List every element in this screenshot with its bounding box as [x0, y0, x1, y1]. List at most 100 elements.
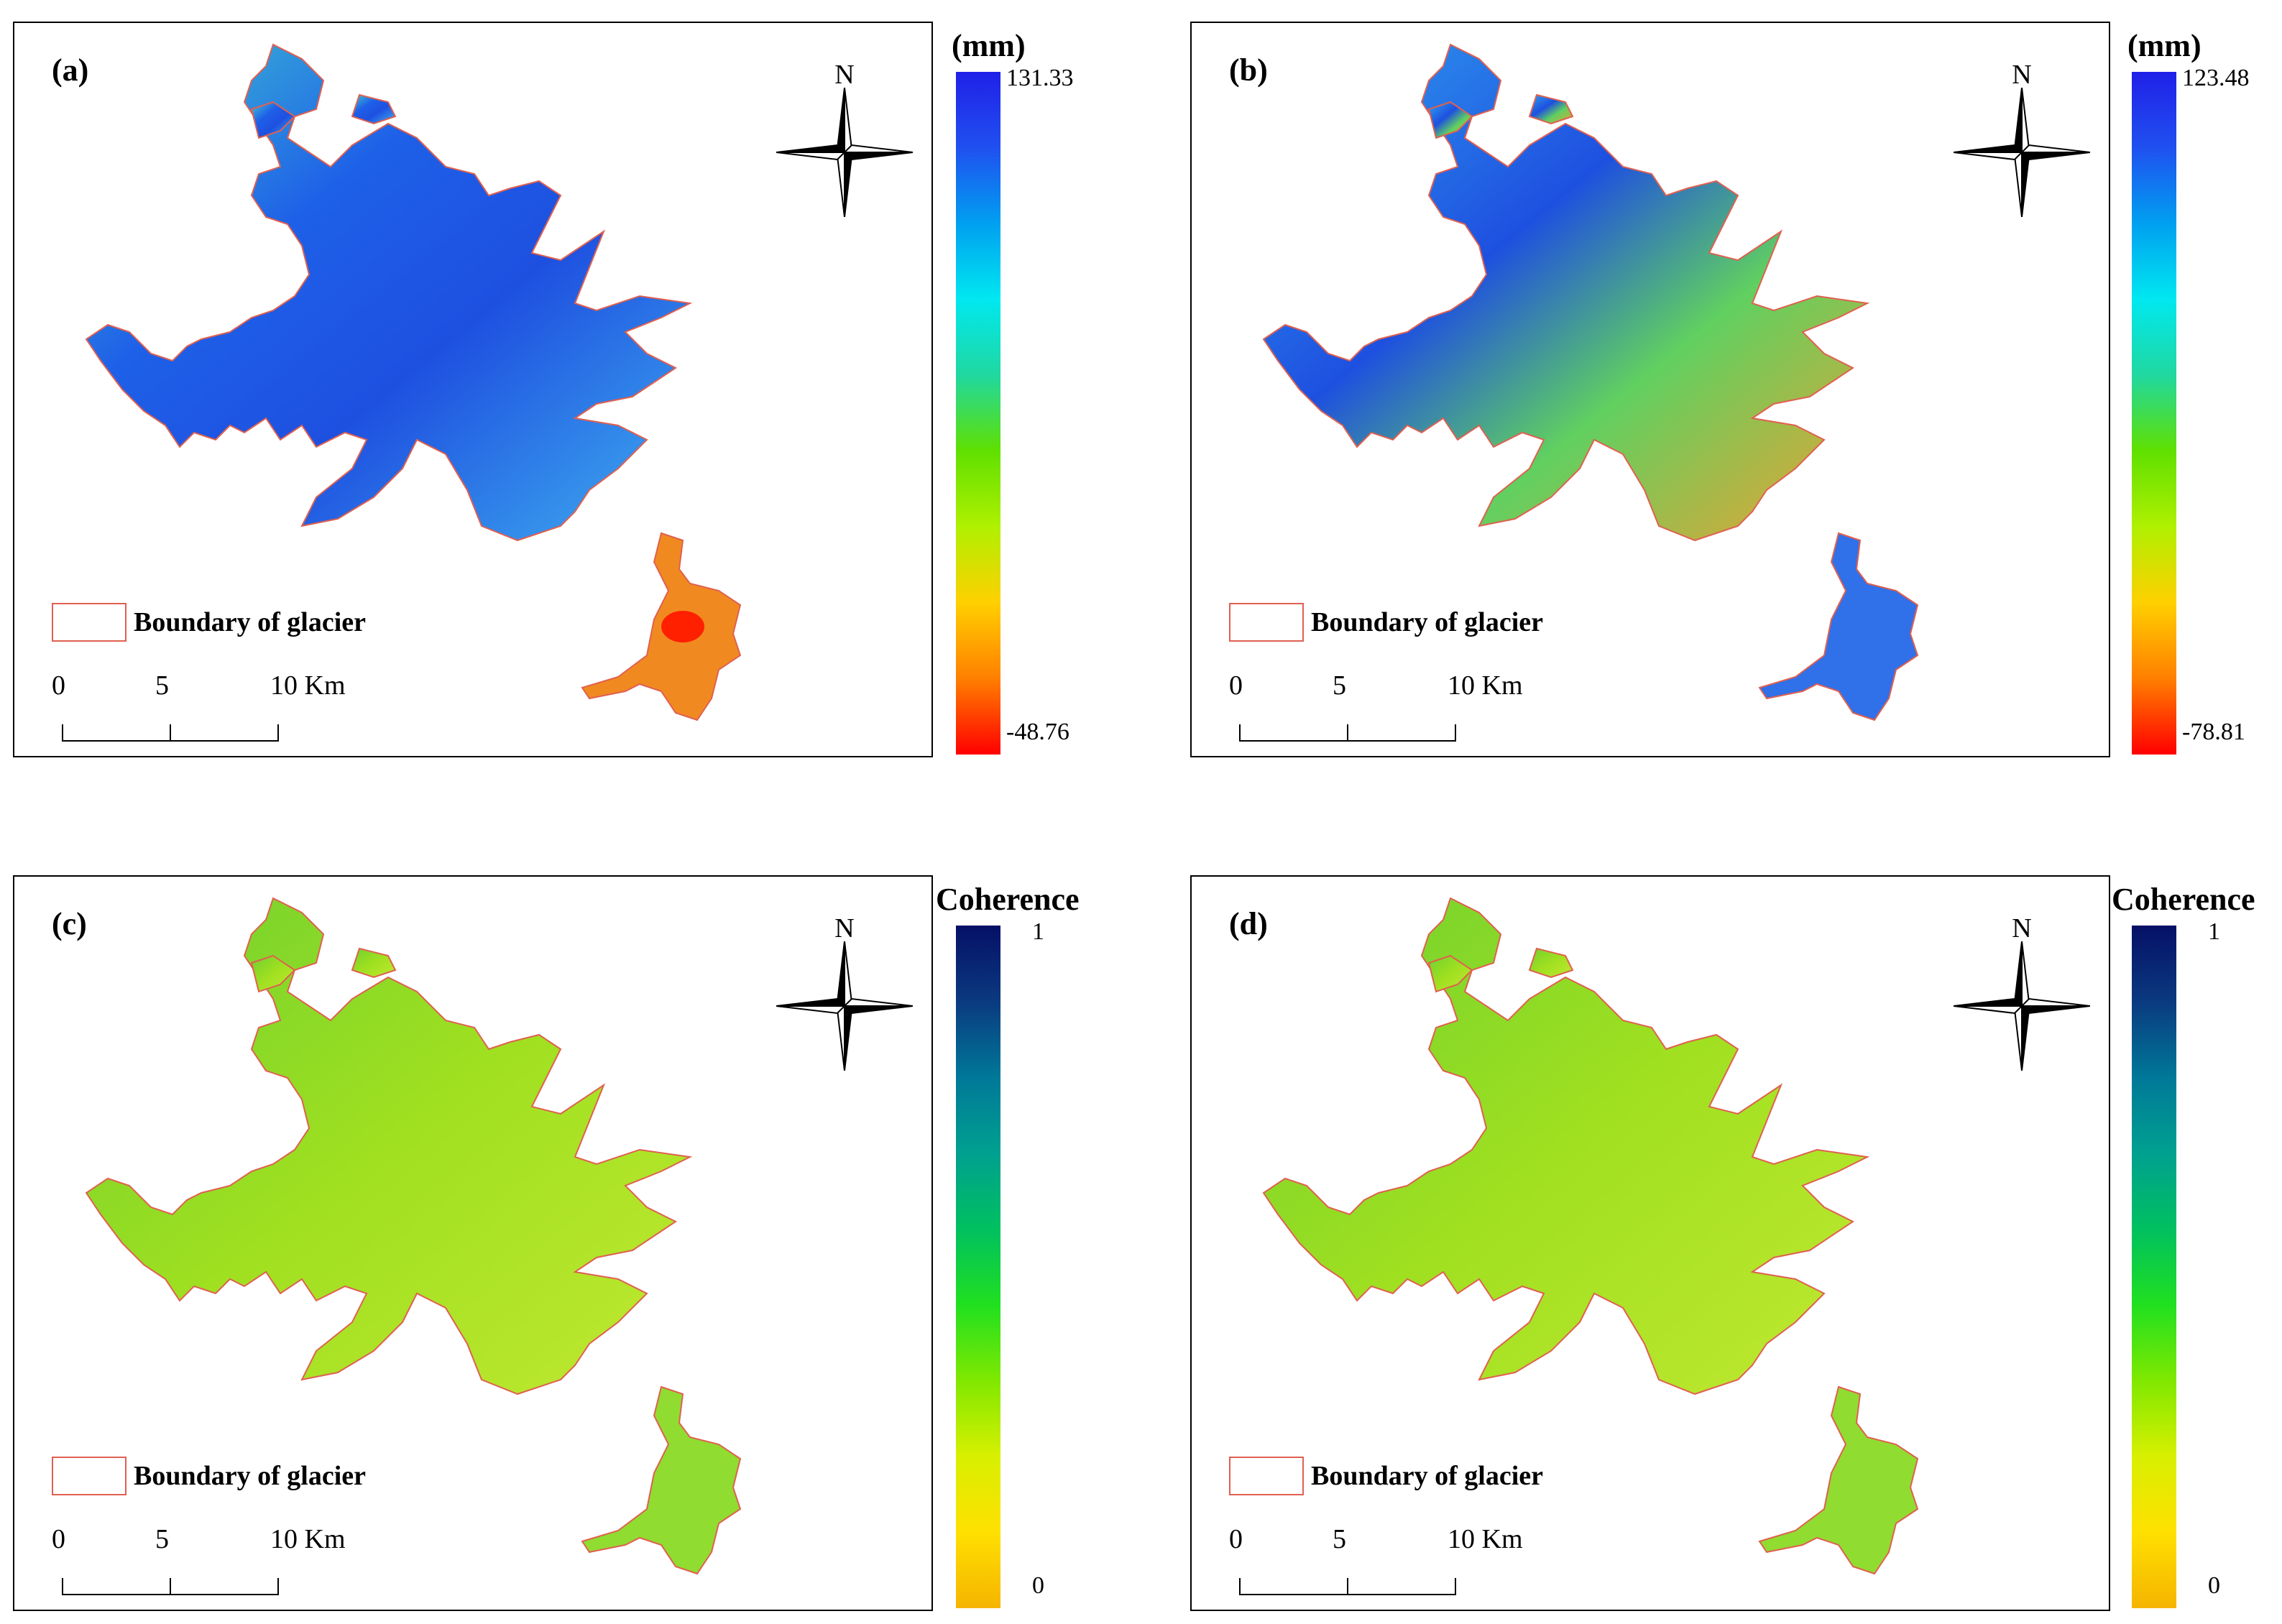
- scale-tick: [277, 724, 279, 742]
- colorbar-min-label: -78.81: [2182, 719, 2245, 745]
- scale-tick: [1455, 1578, 1456, 1595]
- map-panel-d: (d) N Boundary of glacier 0 5 10 Km: [1190, 875, 2110, 1611]
- colorbar-ramp: [2132, 926, 2176, 1608]
- compass-rose-icon: [776, 941, 913, 1071]
- boundary-legend: Boundary of glacier: [1229, 601, 1543, 644]
- north-label: N: [834, 913, 855, 944]
- glacier-map: [85, 897, 742, 1575]
- scale-tick-label: 10 Km: [1448, 1524, 1523, 1554]
- scale-tick-label: 0: [52, 1524, 65, 1554]
- scale-bar: 0 5 10 Km: [1229, 670, 1531, 749]
- boundary-label: Boundary of glacier: [1311, 1461, 1543, 1491]
- map-panel-c: (c) N Boundary of glacier 0 5 10 Km: [13, 875, 933, 1611]
- scale-line: [1239, 1594, 1455, 1595]
- scale-tick-label: 10 Km: [270, 670, 346, 701]
- scale-tick: [1347, 724, 1348, 742]
- glacier-main-body: [1262, 43, 1870, 542]
- glacier-north-lobe: [1528, 947, 1574, 979]
- scale-tick-label: 0: [1229, 1524, 1243, 1554]
- boundary-label: Boundary of glacier: [134, 607, 366, 637]
- glacier-north-tongue: [250, 954, 296, 993]
- compass-rose-icon: [1954, 88, 2090, 217]
- scale-tick-label: 0: [1229, 670, 1243, 701]
- scale-tick-label: 0: [52, 670, 65, 701]
- boundary-legend: Boundary of glacier: [1229, 1454, 1543, 1498]
- map-panel-b: (b) N Boundary of glacier 0 5 10 Km: [1190, 22, 2110, 757]
- boundary-legend: Boundary of glacier: [52, 1454, 366, 1498]
- scale-tick-label: 5: [155, 670, 169, 701]
- compass-rose-icon: [1954, 941, 2090, 1071]
- north-arrow: N: [776, 59, 913, 224]
- scale-tick: [170, 1578, 171, 1595]
- boundary-swatch: [52, 603, 126, 642]
- colorbar-title: (mm): [2127, 28, 2202, 63]
- glacier-map: [1262, 897, 1919, 1575]
- scale-tick: [1455, 724, 1456, 742]
- panel-label: (a): [52, 52, 89, 88]
- compass-rose-icon: [776, 88, 913, 217]
- colorbar-title: Coherence: [2112, 882, 2255, 917]
- scale-tick-label: 5: [155, 1524, 169, 1554]
- glacier-north-lobe: [351, 93, 397, 125]
- glacier-satellite: [581, 1385, 742, 1575]
- scale-line: [62, 740, 277, 742]
- colorbar-min-label: 0: [1032, 1572, 1044, 1599]
- scale-tick: [277, 1578, 279, 1595]
- scale-tick: [62, 724, 63, 742]
- boundary-label: Boundary of glacier: [134, 1461, 366, 1491]
- colorbar-max-label: 1: [1032, 918, 1044, 945]
- colorbar-max-label: 123.48: [2182, 65, 2250, 91]
- scale-tick: [1347, 1578, 1348, 1595]
- scale-bar: 0 5 10 Km: [52, 1523, 354, 1602]
- north-arrow: N: [776, 913, 913, 1078]
- colorbar-title: Coherence: [936, 882, 1080, 917]
- glacier-north-tongue: [1427, 954, 1473, 993]
- glacier-north-tongue: [1427, 101, 1473, 139]
- scale-line: [1239, 740, 1455, 742]
- scale-tick-label: 5: [1333, 1524, 1346, 1554]
- scale-tick-label: 10 Km: [270, 1524, 346, 1554]
- scale-line: [62, 1594, 277, 1595]
- panel-label: (b): [1229, 52, 1268, 88]
- scale-tick: [1239, 1578, 1241, 1595]
- scale-tick-label: 5: [1333, 670, 1346, 701]
- north-label: N: [2012, 913, 2032, 944]
- glacier-main-body: [85, 897, 693, 1395]
- colorbar-max-label: 131.33: [1006, 65, 1074, 91]
- panel-label: (d): [1229, 906, 1268, 941]
- glacier-map: [85, 43, 742, 721]
- scale-tick: [62, 1578, 63, 1595]
- north-arrow: N: [1954, 913, 2090, 1078]
- scale-bar: 0 5 10 Km: [52, 670, 354, 749]
- colorbar-ramp: [956, 72, 1000, 755]
- scale-tick: [1239, 724, 1241, 742]
- colorbar-max-label: 1: [2208, 918, 2220, 945]
- scale-tick-label: 10 Km: [1448, 670, 1523, 701]
- north-label: N: [834, 60, 855, 90]
- glacier-satellite: [1758, 532, 1919, 721]
- colorbar-min-label: 0: [2208, 1572, 2220, 1599]
- glacier-north-tongue: [250, 101, 296, 139]
- scale-tick: [170, 724, 171, 742]
- colorbar-ramp: [956, 926, 1000, 1608]
- glacier-main-body: [85, 43, 693, 542]
- colorbar-title: (mm): [952, 28, 1026, 63]
- colorbar-ramp: [2132, 72, 2176, 755]
- glacier-north-lobe: [1528, 93, 1574, 125]
- glacier-satellite: [1758, 1385, 1919, 1575]
- boundary-legend: Boundary of glacier: [52, 601, 366, 644]
- negative-hotspot: [661, 611, 704, 642]
- glacier-main-body: [1262, 897, 1870, 1395]
- scale-bar: 0 5 10 Km: [1229, 1523, 1531, 1602]
- map-panel-a: (a) N Boundary of glacier 0 5 10 Km: [13, 22, 933, 757]
- boundary-swatch: [1229, 1457, 1304, 1495]
- north-arrow: N: [1954, 59, 2090, 224]
- boundary-swatch: [1229, 603, 1304, 642]
- glacier-map: [1262, 43, 1919, 721]
- glacier-north-lobe: [351, 947, 397, 979]
- boundary-swatch: [52, 1457, 126, 1495]
- colorbar-min-label: -48.76: [1006, 719, 1069, 745]
- panel-label: (c): [52, 906, 87, 941]
- north-label: N: [2012, 60, 2032, 90]
- boundary-label: Boundary of glacier: [1311, 607, 1543, 637]
